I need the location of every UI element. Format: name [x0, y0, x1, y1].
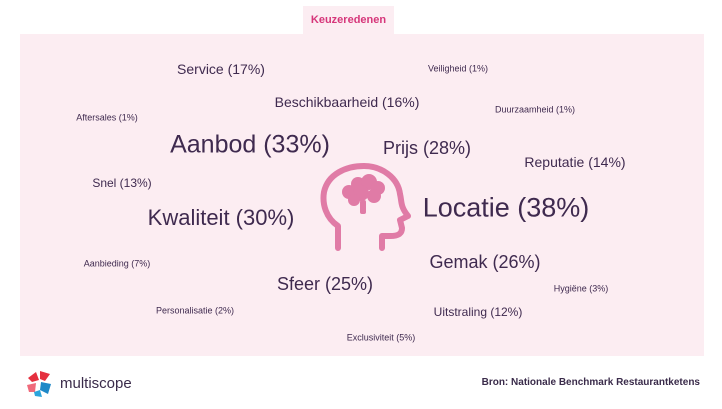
word-aftersales: Aftersales (1%): [76, 112, 138, 123]
head-brain-icon: [316, 162, 412, 259]
page-title: Keuzeredenen: [303, 6, 394, 34]
word-service: Service (17%): [177, 61, 265, 77]
word-duurzaamheid: Duurzaamheid (1%): [494, 104, 576, 115]
word-aanbod: Aanbod (33%): [170, 130, 330, 159]
word-exclusiviteit: Exclusiviteit (5%): [346, 332, 416, 343]
word-personalisatie: Personalisatie (2%): [155, 305, 235, 316]
word-kwaliteit: Kwaliteit (30%): [147, 205, 295, 230]
word-hygiene: Hygiëne (3%): [553, 283, 609, 294]
word-veiligheid: Veiligheid (1%): [427, 63, 489, 74]
word-gemak: Gemak (26%): [429, 252, 541, 272]
brand-logo: multiscope: [24, 368, 132, 398]
multiscope-logo-icon: [27, 371, 51, 397]
word-snel: Snel (13%): [92, 176, 152, 190]
word-prijs: Prijs (28%): [382, 138, 472, 158]
word-sfeer: Sfeer (25%): [276, 274, 374, 294]
source-note: Bron: Nationale Benchmark Restaurantkete…: [481, 377, 700, 388]
word-locatie: Locatie (38%): [422, 192, 590, 223]
word-reputatie: Reputatie (14%): [524, 154, 626, 170]
word-uitstraling: Uitstraling (12%): [433, 305, 523, 319]
brand-name: multiscope: [60, 374, 132, 392]
word-aanbieding: Aanbieding (7%): [83, 258, 151, 269]
word-beschikbaarheid: Beschikbaarheid (16%): [274, 94, 420, 110]
